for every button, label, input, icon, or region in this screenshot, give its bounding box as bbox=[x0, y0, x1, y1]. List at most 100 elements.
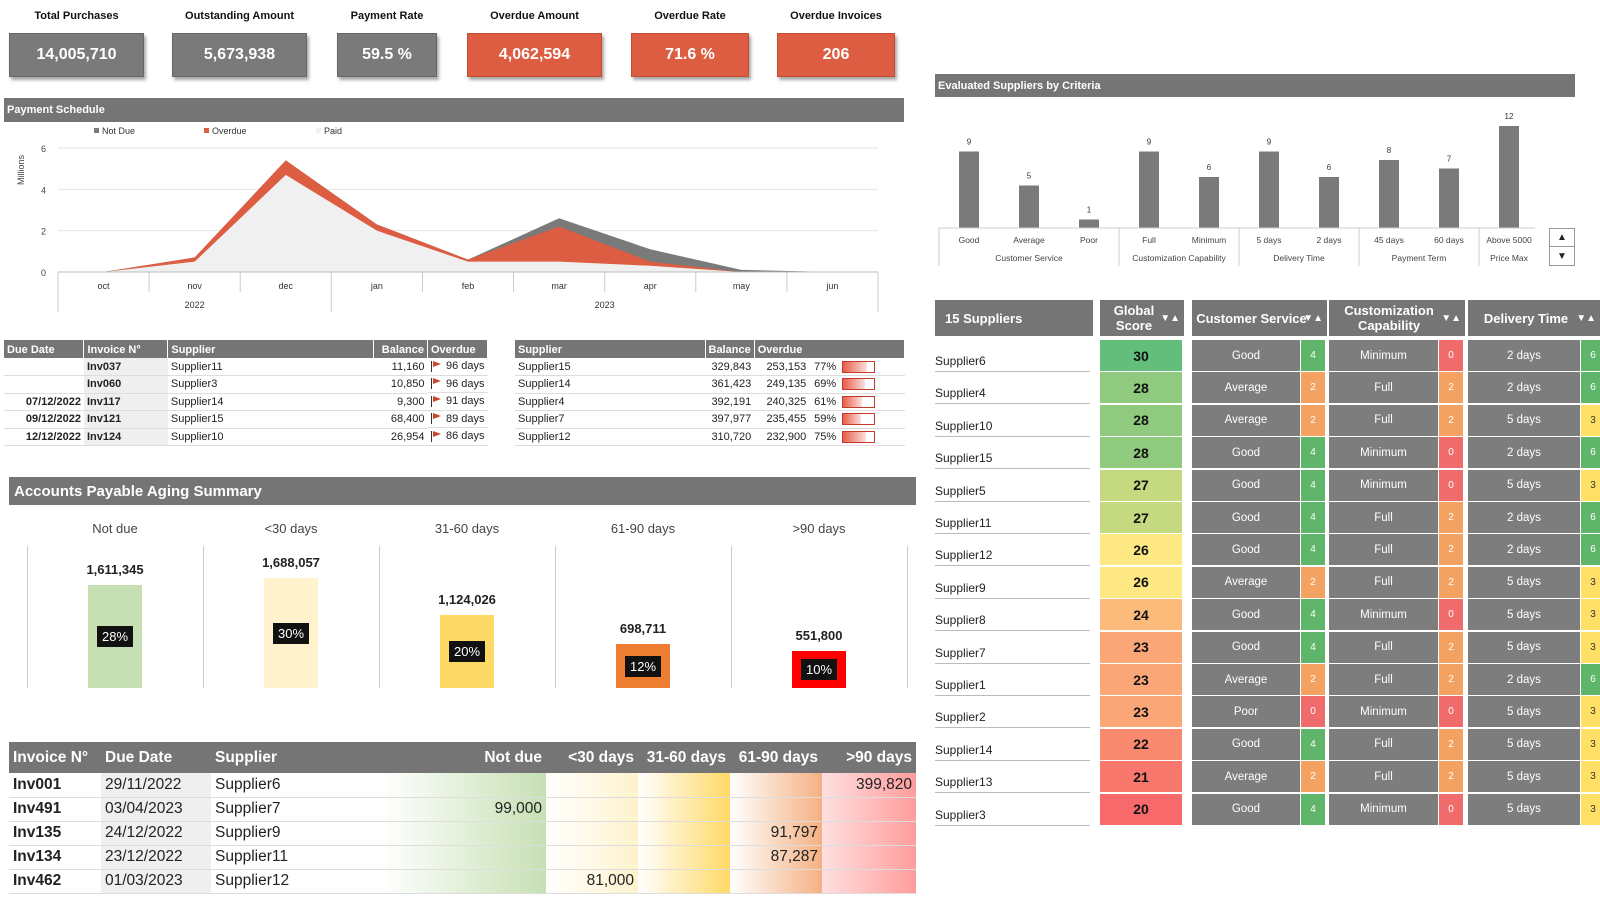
scroll-down-button[interactable]: ▼ bbox=[1557, 250, 1567, 262]
overdue-ratio-bar bbox=[842, 360, 876, 373]
rating-score: 2 bbox=[1439, 404, 1463, 436]
score-column-header[interactable]: Global Score ▼▲ bbox=[1100, 300, 1184, 336]
global-score: 27 bbox=[1100, 469, 1182, 501]
rating-score: 6 bbox=[1581, 534, 1600, 566]
rating-text: 5 days bbox=[1468, 761, 1580, 793]
overdue-days: 89 days bbox=[445, 412, 485, 425]
score-column-header[interactable]: Delivery Time ▼▲ bbox=[1468, 300, 1600, 336]
bar-data-label: 1 bbox=[1087, 206, 1092, 215]
overdue-days: 96 days bbox=[445, 377, 485, 390]
bar-category-label: 2 days bbox=[1316, 235, 1341, 245]
rating-text: Full bbox=[1329, 728, 1438, 760]
rating-score: 6 bbox=[1581, 502, 1600, 533]
supplier-row[interactable]: Supplier14 22 Good 4 Full 2 5 days 3 bbox=[935, 728, 1600, 761]
aging-column-divider bbox=[555, 546, 556, 688]
table-cell: Inv001 bbox=[9, 773, 101, 798]
kpi-label: Overdue Amount bbox=[490, 10, 579, 22]
supplier-row[interactable]: Supplier5 27 Good 4 Minimum 0 5 days 3 bbox=[935, 469, 1600, 502]
payment-schedule-chart: 0 2 4 6 Millions oct nov dec jan feb mar apr may jun 2… bbox=[16, 126, 879, 312]
rating-text: 5 days bbox=[1468, 793, 1580, 825]
aging-bucket-label: 61-90 days bbox=[610, 521, 676, 536]
rating-text: 5 days bbox=[1468, 631, 1580, 663]
supplier-row[interactable]: Supplier8 24 Good 4 Minimum 0 5 days 3 bbox=[935, 599, 1600, 632]
aging-pct-label: 10% bbox=[800, 659, 838, 680]
year-label: 2023 bbox=[595, 300, 615, 310]
due-date-cell bbox=[4, 375, 84, 394]
scroll-up-button[interactable]: ▲ bbox=[1550, 229, 1574, 247]
aging-summary-header: Accounts Payable Aging Summary bbox=[9, 477, 916, 505]
x-tick-label: oct bbox=[98, 281, 111, 291]
overdue-ratio-bar bbox=[842, 413, 876, 426]
supplier-row[interactable]: Supplier9 26 Average 2 Full 2 5 days 3 bbox=[935, 566, 1600, 599]
rating-score: 2 bbox=[1439, 566, 1463, 598]
overdue-cell: 235,455 bbox=[754, 410, 810, 429]
supplier-row[interactable]: Supplier11 27 Good 4 Full 2 2 days 6 bbox=[935, 502, 1600, 534]
sort-filter-icon[interactable]: ▼▲ bbox=[1160, 312, 1180, 324]
table-cell: Inv134 bbox=[9, 845, 101, 870]
supplier-row[interactable]: Supplier2 23 Poor 0 Minimum 0 5 days 3 bbox=[935, 696, 1600, 729]
supplier-name: Supplier2 bbox=[935, 710, 986, 725]
aging-detail-table: Invoice N° Due Date Supplier Not due <30 day… bbox=[9, 742, 916, 894]
supplier-row[interactable]: Supplier6 30 Good 4 Minimum 0 2 days 6 bbox=[935, 340, 1600, 372]
rating-text: 5 days bbox=[1468, 566, 1580, 598]
flag-icon bbox=[430, 413, 441, 425]
supplier-name: Supplier3 bbox=[935, 807, 986, 822]
rating-score: 3 bbox=[1581, 728, 1600, 760]
rating-text: Minimum bbox=[1329, 696, 1438, 728]
x-tick-label: nov bbox=[187, 281, 202, 291]
score-column-header[interactable]: Customization Capability ▼▲ bbox=[1329, 300, 1465, 336]
score-column-header[interactable]: Customer Service ▼▲ bbox=[1192, 300, 1327, 336]
invoice-cell: Inv037 bbox=[83, 358, 168, 376]
bar-group-label: Price Max bbox=[1490, 253, 1529, 263]
supplier-row[interactable]: Supplier15 28 Good 4 Minimum 0 2 days 6 bbox=[935, 437, 1600, 470]
global-score: 26 bbox=[1100, 566, 1182, 598]
table-row: Inv135 24/12/2022 Supplier9 91,797 bbox=[9, 821, 916, 846]
supplier-row[interactable]: Supplier12 26 Good 4 Full 2 2 days 6 bbox=[935, 534, 1600, 567]
rating-score: 4 bbox=[1301, 437, 1325, 469]
rating-text: Good bbox=[1192, 534, 1300, 566]
invoice-cell: Inv117 bbox=[83, 393, 168, 411]
table-cell: 29/11/2022 bbox=[101, 773, 211, 798]
supplier-row[interactable]: Supplier7 23 Good 4 Full 2 5 days 3 bbox=[935, 631, 1600, 664]
table-cell: Supplier7 bbox=[211, 797, 381, 822]
aging-bar: 28% bbox=[88, 585, 142, 688]
column-header: Balance bbox=[705, 340, 755, 358]
aging-pct-label: 20% bbox=[448, 641, 486, 662]
supplier-row[interactable]: Supplier1 23 Average 2 Full 2 2 days 6 bbox=[935, 664, 1600, 696]
supplier-name: Supplier7 bbox=[935, 645, 986, 660]
criteria-bar bbox=[1139, 151, 1159, 228]
global-score: 28 bbox=[1100, 437, 1182, 469]
legend-label: Not Due bbox=[102, 126, 135, 136]
table-cell bbox=[730, 773, 822, 798]
aging-pct-label: 12% bbox=[624, 655, 662, 677]
rating-text: 5 days bbox=[1468, 728, 1580, 760]
rating-score: 2 bbox=[1439, 372, 1463, 404]
rating-text: Full bbox=[1329, 566, 1438, 598]
overdue-cell: 89 days bbox=[427, 411, 488, 428]
bar-category-label: Above 5000 bbox=[1486, 235, 1532, 245]
rating-text: Minimum bbox=[1329, 469, 1438, 501]
supplier-row[interactable]: Supplier4 28 Average 2 Full 2 2 days 6 bbox=[935, 372, 1600, 405]
sort-filter-icon[interactable]: ▼▲ bbox=[1303, 312, 1323, 324]
supplier-name: Supplier13 bbox=[935, 775, 993, 790]
bar-group-label: Payment Term bbox=[1392, 253, 1447, 263]
global-score: 26 bbox=[1100, 534, 1182, 566]
sort-filter-icon[interactable]: ▼▲ bbox=[1441, 312, 1461, 324]
global-score: 28 bbox=[1100, 404, 1182, 436]
supplier-name: Supplier9 bbox=[935, 580, 986, 595]
overdue-bar-cell bbox=[839, 358, 905, 376]
column-header: Invoice N° bbox=[9, 742, 101, 773]
balance-cell: 11,160 bbox=[373, 358, 428, 376]
rating-text: Full bbox=[1329, 664, 1438, 695]
table-row: Supplier7 397,977 235,455 59% bbox=[515, 410, 905, 429]
sort-filter-icon[interactable]: ▼▲ bbox=[1576, 312, 1596, 324]
criteria-bar bbox=[1199, 177, 1219, 228]
table-row: 07/12/2022 Inv117 Supplier14 9,300 91 days bbox=[4, 393, 488, 411]
supplier-row[interactable]: Supplier13 21 Average 2 Full 2 5 days 3 bbox=[935, 761, 1600, 794]
rating-score: 3 bbox=[1581, 631, 1600, 663]
y-tick-label: 6 bbox=[41, 144, 46, 154]
supplier-row[interactable]: Supplier10 28 Average 2 Full 2 5 days 3 bbox=[935, 404, 1600, 437]
criteria-bar bbox=[1259, 151, 1279, 228]
table-cell bbox=[822, 821, 916, 846]
supplier-row[interactable]: Supplier3 20 Good 4 Minimum 0 5 days 3 bbox=[935, 793, 1600, 826]
